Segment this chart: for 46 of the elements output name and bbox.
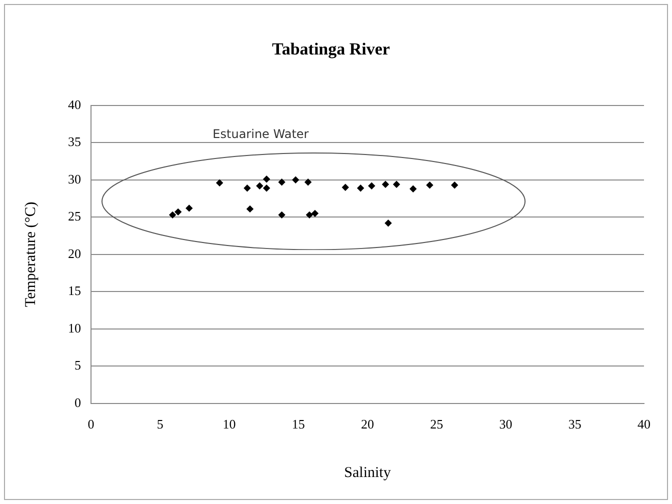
y-tick-label: 10 (68, 320, 81, 336)
y-tick-label: 5 (74, 358, 81, 373)
point (356, 184, 364, 192)
x-tick-label: 25 (430, 416, 444, 432)
point (304, 178, 312, 186)
y-tick-label: 30 (68, 171, 81, 186)
point (278, 211, 286, 219)
point (278, 178, 286, 186)
point (292, 176, 300, 184)
point (311, 210, 319, 218)
point (246, 205, 254, 213)
point (410, 185, 417, 192)
x-tick-label: 15 (292, 416, 305, 432)
point (186, 204, 193, 212)
x-axis-title: Salinity (344, 464, 392, 481)
point (262, 176, 270, 183)
x-tick-label: 0 (88, 416, 94, 432)
point (244, 184, 251, 192)
y-tick-label: 35 (68, 134, 81, 150)
point (168, 211, 176, 219)
point (368, 182, 376, 190)
x-tick-label: 35 (568, 416, 582, 432)
y-tick-label: 25 (68, 208, 81, 224)
point (216, 179, 224, 186)
point (451, 182, 458, 189)
x-tick-label: 40 (638, 416, 650, 432)
y-tick-label: 40 (68, 96, 81, 112)
x-tick-label: 5 (156, 416, 164, 432)
point (392, 180, 400, 188)
point (262, 184, 270, 192)
x-tick-label: 30 (499, 416, 512, 432)
point (426, 182, 434, 189)
y-axis-title: Temperature (°C) (22, 202, 39, 308)
y-tick-label: 20 (68, 246, 81, 261)
chart-title: Tabatinga River (272, 40, 390, 59)
point (174, 208, 182, 216)
point (306, 211, 314, 219)
point (256, 182, 264, 190)
annotation: Estuarine Water (212, 126, 309, 141)
point (342, 184, 349, 191)
point (384, 220, 392, 227)
y-tick-label: 0 (74, 394, 81, 410)
x-tick-label: 20 (361, 416, 374, 432)
y-tick-label: 15 (68, 283, 81, 298)
x-tick-label: 10 (222, 416, 236, 432)
point (382, 180, 390, 188)
